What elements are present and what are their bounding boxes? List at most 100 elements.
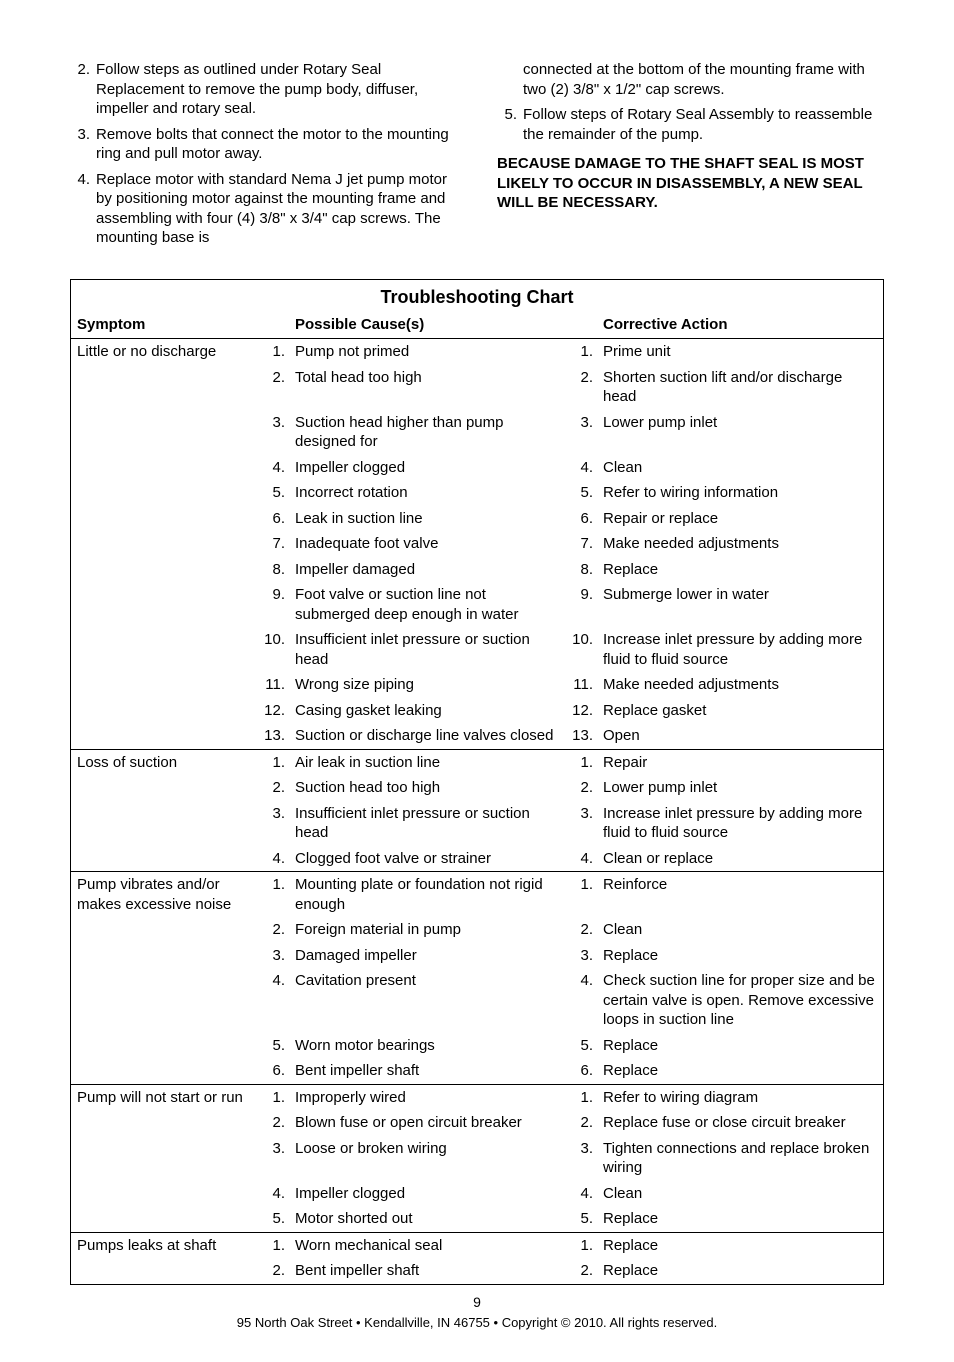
cause-number: 2. xyxy=(253,1258,289,1284)
symptom-cell xyxy=(71,1258,253,1284)
cause-number: 4. xyxy=(253,1181,289,1207)
cause-number: 1. xyxy=(253,1232,289,1258)
cause-number: 12. xyxy=(253,698,289,724)
action-number: 10. xyxy=(561,627,597,672)
table-row: 2.Total head too high2.Shorten suction l… xyxy=(71,365,883,410)
cause-number: 13. xyxy=(253,723,289,749)
cause-cell: Bent impeller shaft xyxy=(289,1258,561,1284)
symptom-cell xyxy=(71,968,253,1033)
action-cell: Clean xyxy=(597,1181,883,1207)
cause-number: 2. xyxy=(253,917,289,943)
symptom-cell xyxy=(71,531,253,557)
symptom-cell xyxy=(71,698,253,724)
action-number: 12. xyxy=(561,698,597,724)
action-cell: Replace xyxy=(597,1033,883,1059)
table-row: 4.Cavitation present4.Check suction line… xyxy=(71,968,883,1033)
warning-text: BECAUSE DAMAGE TO THE SHAFT SEAL IS MOST… xyxy=(497,154,884,213)
cause-number: 2. xyxy=(253,365,289,410)
cause-number: 4. xyxy=(253,846,289,872)
action-cell: Repair xyxy=(597,749,883,775)
cause-cell: Worn motor bearings xyxy=(289,1033,561,1059)
table-row: 3.Suction head higher than pump designed… xyxy=(71,410,883,455)
page-number: 9 xyxy=(70,1293,884,1311)
chart-title: Troubleshooting Chart xyxy=(71,280,883,313)
symptom-cell: Pump vibrates and/or makes excessive noi… xyxy=(71,872,253,918)
action-cell: Prime unit xyxy=(597,339,883,365)
cause-cell: Bent impeller shaft xyxy=(289,1058,561,1084)
table-row: 4.Impeller clogged4.Clean xyxy=(71,1181,883,1207)
cause-number: 9. xyxy=(253,582,289,627)
step-text: Follow steps as outlined under Rotary Se… xyxy=(96,60,457,119)
table-row: 10.Insufficient inlet pressure or suctio… xyxy=(71,627,883,672)
table-row: 5.Worn motor bearings5.Replace xyxy=(71,1033,883,1059)
action-cell: Lower pump inlet xyxy=(597,775,883,801)
symptom-cell xyxy=(71,410,253,455)
troubleshooting-chart: Troubleshooting Chart Symptom Possible C… xyxy=(70,279,884,1285)
symptom-cell xyxy=(71,672,253,698)
symptom-cell: Pumps leaks at shaft xyxy=(71,1232,253,1258)
action-number: 3. xyxy=(561,801,597,846)
footer-text: 95 North Oak Street • Kendallville, IN 4… xyxy=(70,1315,884,1332)
symptom-cell xyxy=(71,1110,253,1136)
table-row: 5.Incorrect rotation5.Refer to wiring in… xyxy=(71,480,883,506)
action-number: 4. xyxy=(561,1181,597,1207)
action-number: 2. xyxy=(561,365,597,410)
action-cell: Replace xyxy=(597,557,883,583)
action-cell: Open xyxy=(597,723,883,749)
action-number: 2. xyxy=(561,1258,597,1284)
action-number: 2. xyxy=(561,1110,597,1136)
step-item: 3.Remove bolts that connect the motor to… xyxy=(70,125,457,164)
cause-number: 2. xyxy=(253,775,289,801)
right-steps-list: 5.Follow steps of Rotary Seal Assembly t… xyxy=(497,105,884,144)
step-item: 2.Follow steps as outlined under Rotary … xyxy=(70,60,457,119)
cause-cell: Foot valve or suction line not submerged… xyxy=(289,582,561,627)
cause-number: 3. xyxy=(253,943,289,969)
cause-cell: Insufficient inlet pressure or suction h… xyxy=(289,627,561,672)
left-steps-list: 2.Follow steps as outlined under Rotary … xyxy=(70,60,457,248)
action-cell: Replace xyxy=(597,943,883,969)
action-cell: Make needed adjustments xyxy=(597,531,883,557)
cause-cell: Damaged impeller xyxy=(289,943,561,969)
cause-cell: Casing gasket leaking xyxy=(289,698,561,724)
table-row: 3.Loose or broken wiring3.Tighten connec… xyxy=(71,1136,883,1181)
symptom-cell xyxy=(71,1058,253,1084)
symptom-cell xyxy=(71,943,253,969)
header-cause-num xyxy=(253,313,289,339)
symptom-cell xyxy=(71,775,253,801)
action-number: 13. xyxy=(561,723,597,749)
symptom-cell xyxy=(71,1206,253,1232)
cause-cell: Mounting plate or foundation not rigid e… xyxy=(289,872,561,918)
action-cell: Increase inlet pressure by adding more f… xyxy=(597,801,883,846)
action-number: 7. xyxy=(561,531,597,557)
table-row: 11.Wrong size piping11.Make needed adjus… xyxy=(71,672,883,698)
step-item: 4.Replace motor with standard Nema J jet… xyxy=(70,170,457,248)
header-symptom: Symptom xyxy=(71,313,253,339)
action-number: 4. xyxy=(561,968,597,1033)
continuation-text: connected at the bottom of the mounting … xyxy=(523,60,884,99)
action-cell: Tighten connections and replace broken w… xyxy=(597,1136,883,1181)
step-number: 4. xyxy=(70,170,90,248)
header-action: Corrective Action xyxy=(597,313,883,339)
table-row: 6.Leak in suction line6.Repair or replac… xyxy=(71,506,883,532)
action-number: 2. xyxy=(561,775,597,801)
instruction-columns: 2.Follow steps as outlined under Rotary … xyxy=(70,60,884,254)
action-number: 9. xyxy=(561,582,597,627)
table-row: 12.Casing gasket leaking12.Replace gaske… xyxy=(71,698,883,724)
table-row: 8.Impeller damaged8.Replace xyxy=(71,557,883,583)
table-row: Pump vibrates and/or makes excessive noi… xyxy=(71,872,883,918)
action-cell: Lower pump inlet xyxy=(597,410,883,455)
cause-number: 1. xyxy=(253,339,289,365)
cause-number: 10. xyxy=(253,627,289,672)
step-text: Replace motor with standard Nema J jet p… xyxy=(96,170,457,248)
step-number: 2. xyxy=(70,60,90,119)
header-action-num xyxy=(561,313,597,339)
cause-number: 1. xyxy=(253,749,289,775)
action-number: 2. xyxy=(561,917,597,943)
table-row: 2.Foreign material in pump2.Clean xyxy=(71,917,883,943)
symptom-cell xyxy=(71,557,253,583)
action-cell: Reinforce xyxy=(597,872,883,918)
table-row: Little or no discharge1.Pump not primed1… xyxy=(71,339,883,365)
step-number: 3. xyxy=(70,125,90,164)
cause-number: 2. xyxy=(253,1110,289,1136)
cause-number: 6. xyxy=(253,506,289,532)
